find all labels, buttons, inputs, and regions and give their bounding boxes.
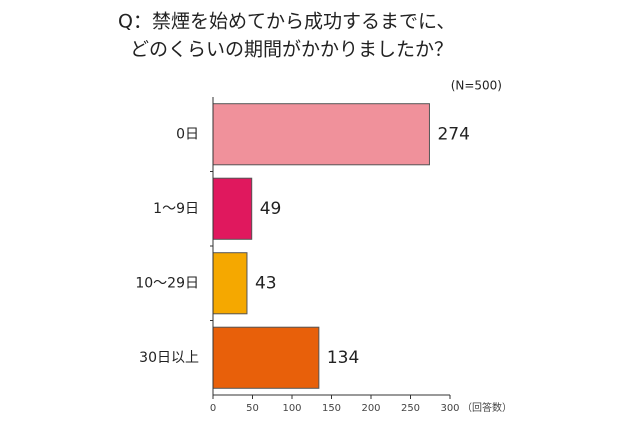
value-label: 274: [437, 124, 469, 144]
x-tick-label: 100: [282, 403, 301, 414]
chart-title: Q：禁煙を始めてから成功するまでに、: [118, 11, 455, 33]
chart-subtitle: (N=500): [451, 79, 502, 93]
x-tick-label: 0: [210, 403, 216, 414]
x-axis-label: （回答数）: [462, 401, 512, 414]
x-tick-label: 250: [401, 403, 420, 414]
bar: [212, 252, 248, 315]
x-tick-label: 300: [440, 403, 459, 414]
y-tick-label: 1〜9日: [153, 201, 199, 217]
chart-title: どのくらいの期間がかかりましたか？: [130, 39, 453, 61]
y-tick-label: 0日: [176, 126, 199, 142]
y-tick-label: 30日以上: [139, 350, 199, 366]
y-tick-label: 10〜29日: [135, 275, 199, 291]
x-tick-label: 50: [246, 403, 259, 414]
bar: [212, 177, 253, 240]
bar: [212, 103, 430, 166]
x-tick-label: 200: [361, 403, 380, 414]
x-tick-label: 150: [322, 403, 341, 414]
value-label: 49: [260, 199, 282, 219]
value-label: 134: [327, 348, 359, 368]
bar: [212, 326, 320, 389]
value-label: 43: [255, 273, 277, 293]
